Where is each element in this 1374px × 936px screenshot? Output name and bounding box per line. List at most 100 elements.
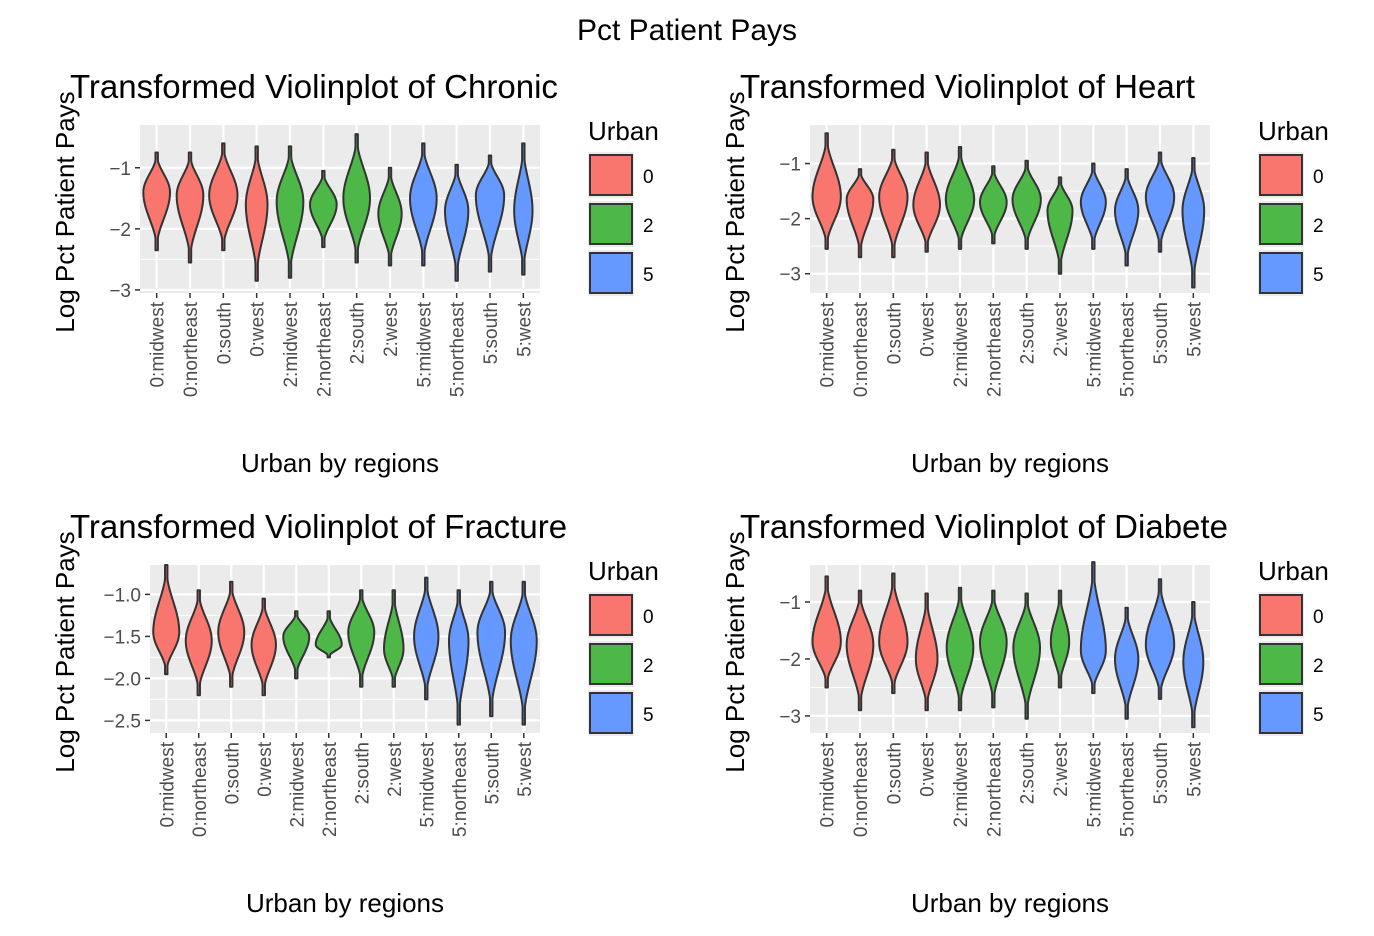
y-tick-label: −2 (779, 650, 801, 671)
legend-key-5 (1259, 252, 1303, 294)
x-tick-label: 5:northeast (1118, 741, 1139, 837)
x-tick-label: 2:northeast (984, 741, 1005, 837)
panel-title: Transformed Violinplot of Heart (740, 68, 1195, 105)
violin-0-northeast (845, 589, 875, 712)
chart-panel-0: −3 −2 −1 0:midwest 0:northeast 0:south 0:west 2… (50, 68, 659, 478)
legend-label: 2 (643, 216, 654, 237)
violin-2-midwest (944, 146, 976, 250)
violin-5-west (509, 580, 538, 726)
x-tick-label: 2:northeast (984, 301, 1005, 397)
violin-0-west (914, 592, 939, 712)
violin-0-northeast (175, 151, 205, 264)
violin-2-west (1046, 176, 1074, 275)
chart-panel-1: −3 −2 −1 0:midwest 0:northeast 0:south 0:west 2… (720, 68, 1329, 478)
x-tick-label: 5:west (1184, 301, 1205, 357)
x-tick-label: 0:midwest (818, 741, 839, 827)
plot-panel-background (150, 565, 540, 733)
x-tick-label: 2:west (1051, 741, 1072, 797)
violin-5-south (1144, 578, 1176, 700)
legend-label: 0 (1313, 607, 1324, 628)
violin-2-south (1012, 592, 1041, 720)
y-tick-label: −1 (779, 593, 801, 614)
legend-label: 2 (1313, 656, 1324, 677)
y-axis-title: Log Pct Patient Pays (50, 531, 80, 772)
violin-0-midwest (811, 575, 842, 689)
panel-title: Transformed Violinplot of Fracture (70, 508, 567, 545)
violin-5-northeast (1114, 606, 1140, 720)
violin-2-south (1011, 159, 1042, 250)
legend-key-5 (589, 252, 633, 294)
x-axis-title: Urban by regions (911, 448, 1109, 478)
violin-5-south (476, 580, 507, 718)
x-tick-label: 2:midwest (951, 741, 972, 827)
legend-key-5 (589, 692, 633, 734)
x-tick-label: 5:midwest (1084, 301, 1105, 387)
y-tick-label: −2 (109, 220, 131, 241)
plot-panel-background (810, 125, 1210, 293)
x-tick-label: 0:midwest (148, 301, 169, 387)
violin-0-south (217, 580, 246, 688)
x-tick-label: 5:south (1151, 302, 1172, 364)
violin-2-west (383, 589, 405, 688)
violin-5-south (1144, 151, 1176, 253)
legend-key-2 (589, 203, 633, 245)
chart-panel-3: −3 −2 −1 0:midwest 0:northeast 0:south 0:west 2… (720, 508, 1329, 918)
x-tick-label: 0:midwest (818, 301, 839, 387)
y-axis-title: Log Pct Patient Pays (720, 91, 750, 332)
y-tick-label: −2.0 (103, 669, 141, 690)
violin-5-midwest (409, 142, 438, 267)
legend-title: Urban (1258, 556, 1329, 586)
x-tick-label: 5:west (1184, 741, 1205, 797)
x-tick-label: 2:northeast (314, 301, 335, 397)
legend-label: 0 (1313, 167, 1324, 188)
x-tick-label: 5:midwest (1084, 741, 1105, 827)
violin-0-northeast (184, 589, 213, 697)
panel-title: Transformed Violinplot of Chronic (70, 68, 558, 105)
legend-key-0 (589, 154, 633, 196)
panel-title: Transformed Violinplot of Diabete (740, 508, 1228, 545)
violin-2-northeast (979, 589, 1008, 709)
x-tick-label: 0:west (248, 301, 269, 357)
x-tick-label: 0:south (222, 742, 243, 804)
violin-2-midwest (282, 610, 311, 680)
violin-2-northeast (979, 165, 1008, 245)
legend-title: Urban (1258, 116, 1329, 146)
chart-panel-2: −2.5 −2.0 −1.5 −1.0 0:midwest 0:northeast 0:so… (50, 508, 659, 918)
x-tick-label: 2:west (381, 301, 402, 357)
legend-label: 0 (643, 607, 654, 628)
violin-5-midwest (413, 576, 440, 701)
legend-title: Urban (588, 116, 659, 146)
x-tick-label: 0:northeast (851, 301, 872, 397)
y-tick-label: −3 (779, 265, 801, 286)
legend-label: 5 (643, 705, 654, 726)
legend-key-2 (1259, 203, 1303, 245)
violin-5-northeast (444, 163, 470, 282)
main-title: Pct Patient Pays (576, 14, 798, 47)
x-tick-label: 2:midwest (281, 301, 302, 387)
violin-2-west (1049, 589, 1071, 689)
x-tick-label: 2:west (385, 741, 406, 797)
legend-key-0 (589, 594, 633, 636)
x-tick-label: 5:northeast (448, 301, 469, 397)
x-tick-label: 2:northeast (320, 741, 341, 837)
violin-0-west (244, 145, 269, 282)
x-tick-label: 5:midwest (417, 741, 438, 827)
x-tick-label: 2:midwest (951, 301, 972, 387)
y-axis-title: Log Pct Patient Pays (50, 91, 80, 332)
x-tick-label: 0:west (918, 301, 939, 357)
x-tick-label: 0:south (884, 302, 905, 364)
violin-5-west (1181, 157, 1206, 289)
y-tick-label: −1 (109, 159, 131, 180)
violin-0-midwest (811, 132, 842, 250)
violin-5-northeast (1114, 168, 1140, 267)
x-axis-title: Urban by regions (246, 888, 444, 918)
violin-0-northeast (845, 168, 875, 259)
legend-label: 5 (643, 265, 654, 286)
violin-0-south (208, 142, 239, 252)
violin-5-midwest (1079, 561, 1107, 695)
violin-0-west (912, 151, 941, 253)
x-tick-label: 0:midwest (157, 741, 178, 827)
x-tick-label: 2:south (1018, 302, 1039, 364)
legend-label: 0 (643, 167, 654, 188)
violin-5-midwest (1079, 162, 1107, 250)
